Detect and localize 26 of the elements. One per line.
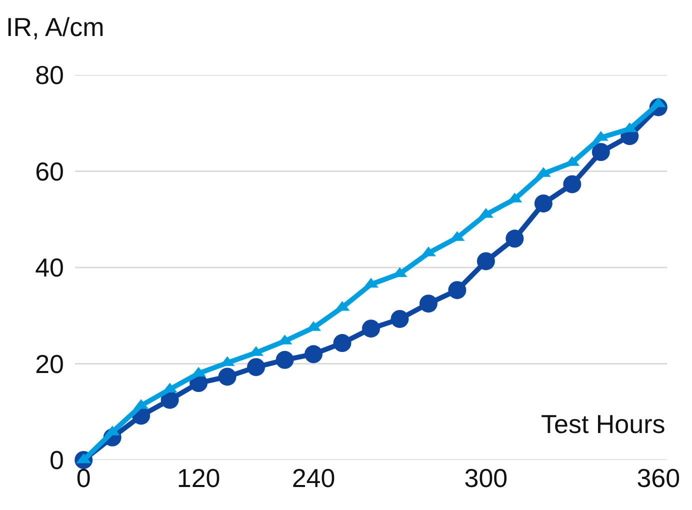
point	[333, 334, 352, 352]
x-tick-label: 0	[76, 463, 91, 493]
x-axis-title: Test Hours	[541, 409, 666, 439]
point	[506, 230, 524, 248]
x-tick-label: 120	[176, 463, 220, 493]
point	[476, 252, 495, 270]
y-tick-label: 60	[35, 156, 64, 186]
point	[448, 281, 466, 300]
point	[160, 390, 179, 409]
x-tick-label: 300	[464, 463, 508, 493]
point	[276, 350, 294, 369]
y-axis-title: IR, A/cm	[6, 12, 104, 42]
y-tick-label: 20	[35, 348, 64, 379]
point	[218, 368, 236, 386]
x-tick-label: 240	[292, 463, 336, 493]
point	[592, 143, 610, 161]
point	[362, 320, 380, 338]
point	[304, 345, 323, 364]
point	[390, 310, 409, 328]
point	[534, 194, 552, 212]
point	[247, 358, 266, 376]
point	[563, 175, 582, 194]
y-tick-label: 40	[35, 252, 64, 283]
point	[419, 294, 438, 313]
y-tick-label: 80	[35, 60, 64, 90]
x-tick-label: 360	[636, 463, 680, 493]
